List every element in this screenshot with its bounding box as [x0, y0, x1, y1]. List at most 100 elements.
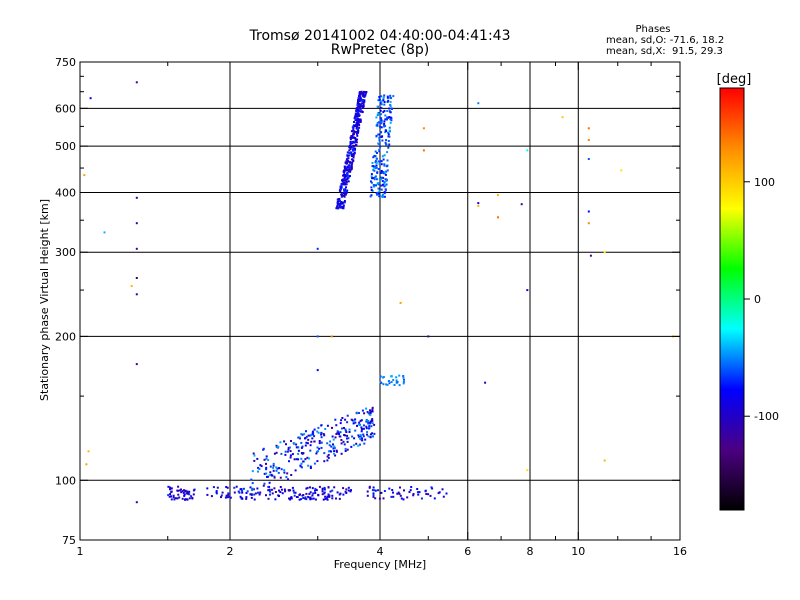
data-point — [378, 190, 381, 193]
data-point — [343, 201, 346, 204]
data-point — [409, 489, 412, 492]
data-point — [369, 409, 371, 412]
data-point — [376, 193, 378, 196]
data-point — [388, 129, 391, 132]
data-point — [395, 379, 398, 382]
data-point — [313, 440, 316, 443]
data-point — [345, 492, 348, 494]
data-point — [300, 446, 303, 449]
data-point — [298, 498, 301, 501]
data-point — [314, 498, 317, 501]
data-point — [392, 95, 395, 98]
data-point — [310, 433, 313, 436]
data-point — [445, 492, 448, 495]
data-point — [314, 487, 317, 490]
data-point — [285, 476, 288, 479]
data-point — [341, 202, 344, 205]
data-point — [377, 192, 380, 195]
data-point — [251, 470, 254, 473]
data-point — [344, 447, 347, 450]
data-point — [376, 191, 379, 194]
data-point — [357, 131, 359, 134]
data-point — [252, 488, 255, 491]
data-point — [309, 467, 312, 469]
data-point — [316, 335, 319, 338]
data-point — [185, 492, 188, 495]
data-point — [332, 443, 334, 446]
data-point — [386, 164, 389, 167]
data-point — [283, 488, 286, 491]
data-point — [377, 182, 380, 185]
data-point — [220, 496, 222, 499]
data-point — [348, 164, 351, 167]
data-point — [215, 490, 218, 492]
data-point — [387, 380, 390, 382]
data-point — [344, 450, 347, 452]
grid-lines — [80, 62, 680, 540]
data-point — [363, 424, 365, 427]
data-point — [297, 449, 300, 452]
data-point — [372, 166, 375, 169]
data-point — [442, 495, 445, 498]
data-point — [402, 381, 405, 384]
data-point — [402, 382, 405, 385]
data-point — [374, 497, 377, 500]
data-point — [344, 428, 347, 431]
data-point — [356, 122, 359, 125]
data-point — [353, 130, 356, 133]
data-point — [315, 489, 318, 492]
data-point — [359, 434, 362, 437]
data-point — [349, 175, 351, 178]
data-point — [300, 441, 303, 444]
data-point — [192, 493, 195, 496]
data-point — [268, 488, 271, 491]
data-point — [173, 498, 176, 501]
data-point — [332, 438, 335, 441]
data-point — [316, 247, 319, 250]
data-point — [259, 491, 262, 494]
data-point — [587, 158, 590, 160]
y-axis-ticks: 75 100 200 300 400 500 600 750 — [55, 56, 680, 547]
data-point — [387, 140, 390, 142]
data-point — [322, 498, 325, 501]
data-point — [360, 419, 363, 422]
data-point — [287, 448, 290, 451]
data-point — [331, 435, 334, 438]
data-point — [346, 414, 349, 417]
data-point — [89, 97, 92, 100]
data-point — [295, 443, 298, 446]
data-point — [385, 183, 388, 186]
data-point — [354, 421, 357, 424]
title-group: Tromsø 20141002 04:40:00-04:41:43 RwPret… — [249, 28, 511, 58]
data-point — [356, 115, 359, 118]
data-point — [382, 99, 385, 102]
data-point — [346, 154, 349, 157]
data-point — [328, 495, 331, 498]
data-point — [389, 105, 392, 108]
data-point — [314, 492, 317, 494]
data-point — [348, 428, 351, 431]
data-point — [362, 94, 365, 97]
data-point — [327, 493, 330, 496]
data-point — [347, 486, 350, 489]
x-tick-label: 16 — [673, 545, 687, 558]
data-point — [294, 469, 297, 472]
data-point — [326, 495, 329, 498]
data-point — [312, 492, 315, 495]
data-point — [302, 494, 305, 496]
data-point — [526, 469, 529, 472]
data-point — [331, 497, 334, 500]
data-point — [375, 116, 378, 119]
data-point — [362, 101, 365, 104]
data-point — [318, 485, 321, 488]
data-point — [239, 488, 242, 491]
data-point — [587, 139, 590, 141]
data-point — [135, 81, 138, 84]
data-point — [278, 495, 280, 497]
data-point — [441, 488, 444, 491]
data-point — [170, 498, 173, 501]
data-point — [374, 150, 377, 153]
data-point — [386, 169, 389, 172]
data-point — [361, 409, 364, 412]
data-point — [233, 486, 236, 489]
